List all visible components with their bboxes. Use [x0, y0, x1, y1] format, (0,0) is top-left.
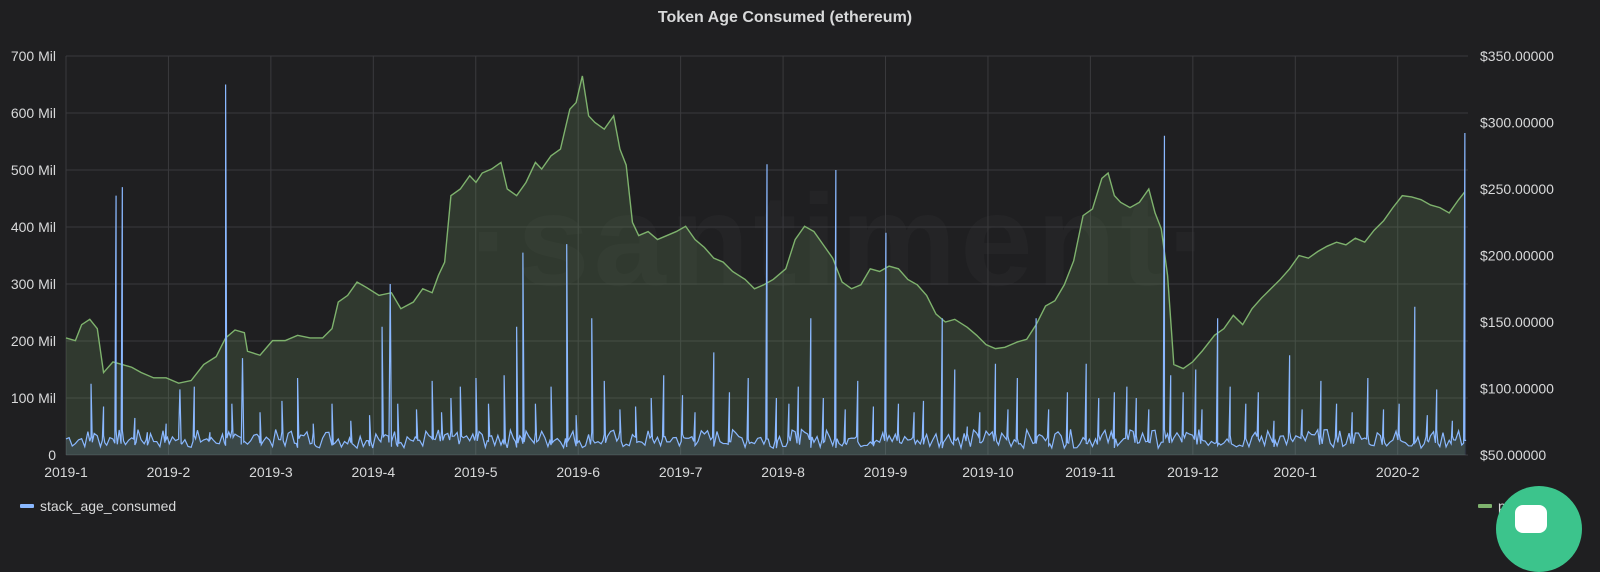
y-left-tick-label: 600 Mil	[11, 105, 56, 121]
y-left-tick-label: 100 Mil	[11, 390, 56, 406]
price-usd-line	[65, 75, 1466, 384]
y-left-tick-label: 400 Mil	[11, 219, 56, 235]
x-tick-label: 2019-9	[864, 464, 908, 480]
y-right-tick-label: $200.00000	[1480, 248, 1554, 264]
x-tick-label: 2019-4	[352, 464, 396, 480]
chat-button[interactable]	[1496, 486, 1582, 572]
chart-title: Token Age Consumed (ethereum)	[658, 9, 912, 26]
y-left-tick-label: 500 Mil	[11, 162, 56, 178]
y-left-tick-label: 700 Mil	[11, 48, 56, 64]
price-area	[65, 75, 1466, 455]
x-tick-label: 2019-10	[962, 464, 1014, 480]
y-right-tick-label: $350.00000	[1480, 48, 1554, 64]
y-left-tick-label: 200 Mil	[11, 333, 56, 349]
y-right-tick-label: $150.00000	[1480, 314, 1554, 330]
legend-swatch-stack-age-consumed	[20, 504, 34, 508]
chart-canvas: 0 100 Mil 200 Mil 300 Mil 400 Mil 500 Mil 600 …	[11, 9, 1554, 480]
x-tick-label: 2019-12	[1167, 464, 1219, 480]
legend-label-stack-age-consumed: stack_age_consumed	[40, 498, 177, 514]
x-tick-label: 2019-5	[454, 464, 498, 480]
axes: 0 100 Mil 200 Mil 300 Mil 400 Mil 500 Mil 600 …	[11, 48, 1554, 480]
x-tick-label: 2019-3	[249, 464, 293, 480]
stack-age-consumed-line	[65, 84, 1467, 451]
y-left-tick-label: 300 Mil	[11, 276, 56, 292]
y-left-tick-label: 0	[48, 447, 56, 463]
x-tick-label: 2019-8	[761, 464, 805, 480]
y-right-tick-label: $300.00000	[1480, 115, 1554, 131]
token-area	[65, 84, 1467, 455]
x-tick-label: 2019-1	[44, 464, 88, 480]
y-right-tick-label: $50.00000	[1480, 447, 1546, 463]
x-tick-label: 2020-1	[1273, 464, 1317, 480]
legend-swatch-price-usd	[1478, 504, 1492, 508]
x-tick-label: 2020-2	[1376, 464, 1420, 480]
x-tick-label: 2019-2	[147, 464, 191, 480]
y-right-tick-label: $100.00000	[1480, 381, 1554, 397]
chat-icon	[1515, 505, 1547, 533]
x-tick-label: 2019-6	[556, 464, 600, 480]
y-right-tick-label: $250.00000	[1480, 181, 1554, 197]
legend-item-stack-age-consumed[interactable]: stack_age_consumed	[20, 498, 176, 514]
x-tick-label: 2019-11	[1065, 464, 1116, 480]
x-tick-label: 2019-7	[659, 464, 703, 480]
price-area-fill	[66, 75, 1465, 455]
